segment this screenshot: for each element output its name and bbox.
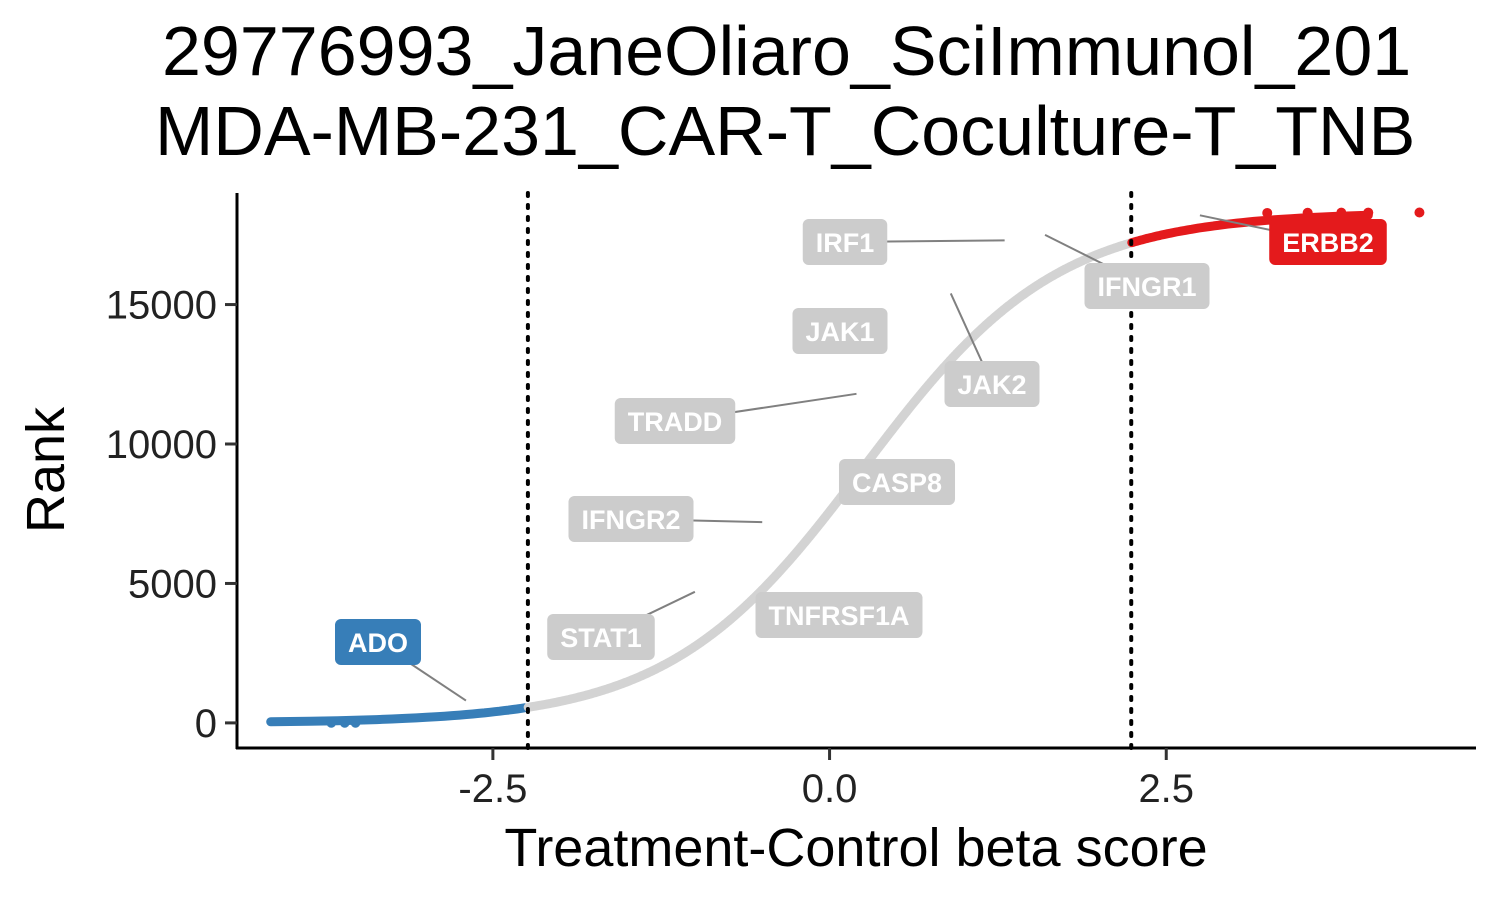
gene-point [1262,207,1273,218]
gene-point [326,717,337,728]
gene-label-ado: ADO [335,619,467,702]
label-box [1269,219,1387,265]
gene-label-tradd: TRADD [614,392,857,444]
label-box [568,496,694,542]
gene-label-erbb2: ERBB2 [1199,214,1387,265]
plot-area: ADO STAT1 TNFRSF1A IFNGR2 CASP8 TRADD JAK1 JAK2… [266,191,1425,750]
y-tick-label: 15000 [106,284,217,328]
gene-labels: ADO STAT1 TNFRSF1A IFNGR2 CASP8 TRADD JAK1 JAK2… [335,214,1387,702]
label-text: IFNGR1 [1097,272,1196,302]
gene-point [339,717,350,728]
gene-label-jak1: JAK1 [792,308,888,354]
label-text: IFNGR2 [581,505,680,535]
y-tick-label: 10000 [106,423,217,467]
chart-title: 29776993_JaneOliaro_SciImmunol_201 MDA-M… [155,12,1415,170]
chart-title-line-1: 29776993_JaneOliaro_SciImmunol_201 [162,12,1411,90]
gene-point [350,717,361,728]
label-text: ERBB2 [1282,228,1374,258]
label-box [335,619,421,665]
label-box [755,592,923,638]
x-tick-label: -2.5 [458,767,527,811]
gene-label-stat1: STAT1 [547,590,696,660]
gene-label-jak2: JAK2 [944,292,1040,407]
x-tick-label: 2.5 [1138,767,1194,811]
label-box [547,614,655,660]
negative-genes [266,703,530,727]
label-text: TNFRSF1A [769,601,910,631]
y-tick-label: 5000 [128,562,217,606]
label-text: STAT1 [560,623,642,653]
label-box [1084,263,1210,309]
gene-point [1302,207,1313,218]
label-box [802,219,888,265]
label-text: IRF1 [816,228,875,258]
label-box [944,361,1040,407]
gene-point [1336,207,1347,218]
gene-label-casp8: CASP8 [838,459,956,505]
label-box [614,398,736,444]
label-text: TRADD [628,407,723,437]
label-text: JAK2 [957,370,1026,400]
label-box [838,459,956,505]
gene-label-tnfrsf1a: TNFRSF1A [755,592,923,638]
x-axis-title: Treatment-Control beta score [504,818,1207,878]
y-axis-title: Rank [16,406,76,533]
label-text: ADO [348,628,408,658]
gene-point [1363,207,1374,218]
x-tick-label: 0.0 [802,767,858,811]
gene-label-ifngr2: IFNGR2 [568,496,763,542]
gene-label-ifngr1: IFNGR1 [1044,233,1210,309]
chart-title-line-2: MDA-MB-231_CAR-T_Coculture-T_TNB [155,92,1415,170]
gene-label-irf1: IRF1 [802,219,1005,265]
y-axis-ticks: 0 5000 10000 15000 [106,284,237,746]
label-box [792,308,888,354]
y-tick-label: 0 [195,702,217,746]
gene-point [1414,207,1425,218]
label-text: JAK1 [805,317,874,347]
label-text: CASP8 [852,468,942,498]
x-axis-ticks: -2.5 0.0 2.5 [458,748,1194,811]
